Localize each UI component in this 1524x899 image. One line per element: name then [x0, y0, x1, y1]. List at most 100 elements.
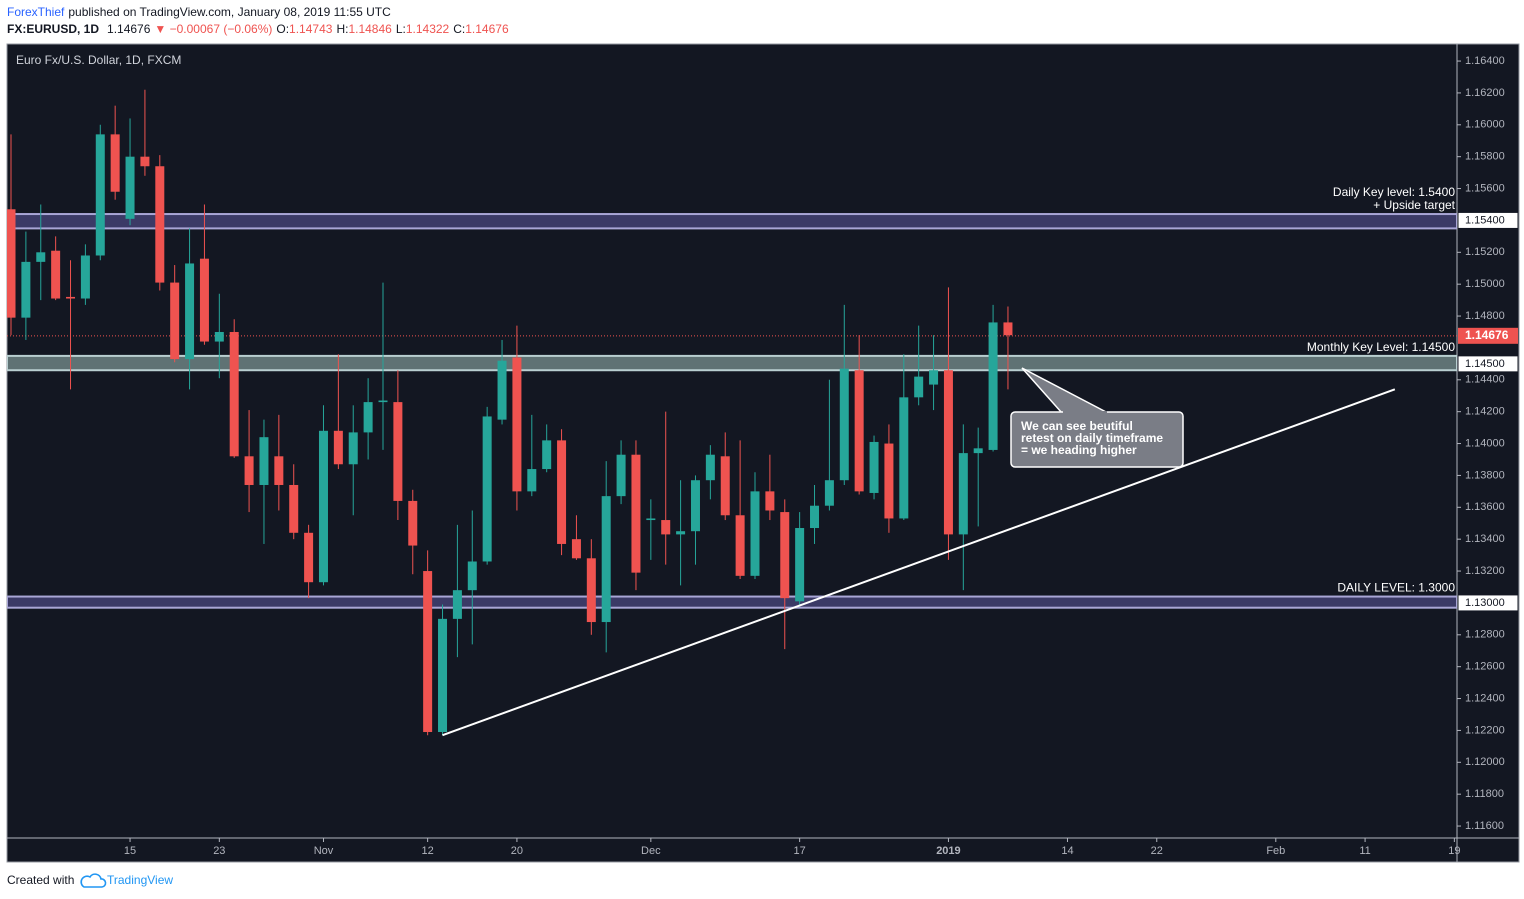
zone-label: Daily Key level: 1.5400 — [1333, 185, 1455, 199]
candle-body — [958, 453, 968, 535]
y-tick-label: 1.15200 — [1465, 246, 1505, 258]
candle-body — [363, 402, 373, 433]
candle-body — [1003, 322, 1013, 336]
candle-body — [765, 491, 775, 511]
candle-body — [720, 456, 730, 516]
change: ▼ −0.00067 (−0.06%) — [154, 22, 272, 36]
author: ForexThief — [7, 5, 65, 19]
candle-body — [810, 505, 820, 529]
y-tick-label: 1.11600 — [1465, 820, 1504, 832]
x-tick-label: 17 — [794, 845, 806, 857]
y-tick-label: 1.15000 — [1465, 278, 1505, 290]
candle-body — [140, 156, 150, 167]
axis-price-box — [1457, 211, 1519, 229]
ohlc-value: 1.14322 — [406, 22, 450, 36]
ohlc-key: O: — [276, 22, 289, 36]
x-tick-label: 23 — [213, 845, 225, 857]
axes: 1.16400 1.16200 1.16000 1.15800 1.15600 1.152… — [124, 55, 1519, 857]
x-tick-label: 22 — [1151, 845, 1163, 857]
candle-body — [869, 441, 879, 493]
logo — [80, 873, 107, 888]
zone-label: Monthly Key Level: 1.14500 — [1307, 340, 1455, 354]
axis-price-label: 1.14500 — [1465, 358, 1505, 370]
candle-body — [884, 443, 894, 519]
zone — [7, 595, 1457, 609]
y-tick-label: 1.13800 — [1465, 469, 1505, 481]
candle-body — [676, 531, 686, 535]
candle-body — [988, 322, 998, 450]
y-tick-label: 1.14800 — [1465, 310, 1505, 322]
footer-created: Created with — [7, 873, 74, 887]
candle-body — [125, 156, 135, 219]
ohlc-value: 1.14676 — [465, 22, 509, 36]
candle-body — [795, 528, 805, 602]
candle-body — [631, 454, 641, 573]
zone-label: + Upside target — [1373, 198, 1455, 212]
candle-body — [21, 261, 31, 318]
x-tick-label: 14 — [1061, 845, 1073, 857]
price: 1.14676 — [107, 22, 151, 36]
x-tick-label: 19 — [1448, 845, 1460, 857]
candle-body — [839, 368, 849, 481]
y-tick-label: 1.16400 — [1465, 55, 1505, 67]
ohlc-key: L: — [396, 22, 406, 36]
ohlc-value: 1.14846 — [348, 22, 392, 36]
y-tick-label: 1.13600 — [1465, 501, 1505, 513]
y-tick-label: 1.15800 — [1465, 151, 1505, 163]
candle-body — [155, 166, 165, 283]
y-tick-label: 1.15600 — [1465, 182, 1505, 194]
axis-price-box — [1457, 355, 1519, 373]
callout-text: = we heading higher — [1021, 443, 1137, 457]
x-tick-label: 2019 — [936, 845, 960, 857]
candle-body — [7, 209, 16, 318]
axis-price-label: 1.15400 — [1465, 214, 1505, 226]
callout-cover — [1063, 411, 1107, 414]
published: published on TradingView.com, January 08… — [68, 5, 391, 19]
candle-body — [393, 402, 403, 501]
y-tick-label: 1.14200 — [1465, 406, 1505, 418]
plot-area — [7, 89, 1457, 737]
candle-body — [244, 456, 254, 485]
candle-body — [601, 496, 611, 623]
zone — [7, 213, 1457, 230]
candle-body — [586, 558, 596, 623]
last-price-label: 1.14676 — [1465, 328, 1509, 342]
candle-body — [318, 430, 328, 583]
y-tick-label: 1.14000 — [1465, 437, 1505, 449]
x-tick-label: 12 — [422, 845, 434, 857]
candle-body — [482, 416, 492, 562]
zone — [7, 354, 1457, 372]
footer-brand: TradingView — [107, 873, 173, 887]
candle-body — [170, 282, 180, 360]
candle-body — [542, 440, 552, 470]
candle-body — [378, 400, 388, 403]
header-line: ForexThief published on TradingView.com, … — [7, 5, 391, 19]
candle-body — [274, 456, 284, 485]
y-tick-label: 1.14400 — [1465, 374, 1505, 386]
candle-body — [452, 590, 462, 619]
candle-body — [289, 484, 299, 533]
last-price-box — [1458, 327, 1518, 344]
y-tick-label: 1.13200 — [1465, 565, 1505, 577]
y-tick-label: 1.16200 — [1465, 87, 1505, 99]
candle-body — [973, 448, 983, 454]
y-tick-label: 1.13400 — [1465, 533, 1505, 545]
ohlc-value: 1.14743 — [289, 22, 333, 36]
candle-body — [214, 331, 224, 342]
x-tick-label: Dec — [641, 845, 661, 857]
ohlc: O:1.14743 H:1.14846 L:1.14322 C:1.14676 — [276, 22, 509, 36]
y-tick-label: 1.12200 — [1465, 724, 1505, 736]
candle-body — [304, 532, 314, 583]
x-tick-label: 11 — [1359, 845, 1370, 857]
candle-body — [423, 571, 433, 733]
candle-body — [854, 370, 864, 492]
candle-body — [750, 491, 760, 576]
ohlc-key: H: — [336, 22, 348, 36]
candle-body — [929, 370, 939, 385]
y-tick-label: 1.12800 — [1465, 629, 1505, 641]
axis-price-box — [1457, 594, 1519, 612]
candle-body — [110, 134, 120, 192]
symbol: FX:EURUSD, 1D — [7, 22, 99, 36]
chart-panel — [6, 43, 1520, 863]
candle-body — [36, 252, 46, 262]
